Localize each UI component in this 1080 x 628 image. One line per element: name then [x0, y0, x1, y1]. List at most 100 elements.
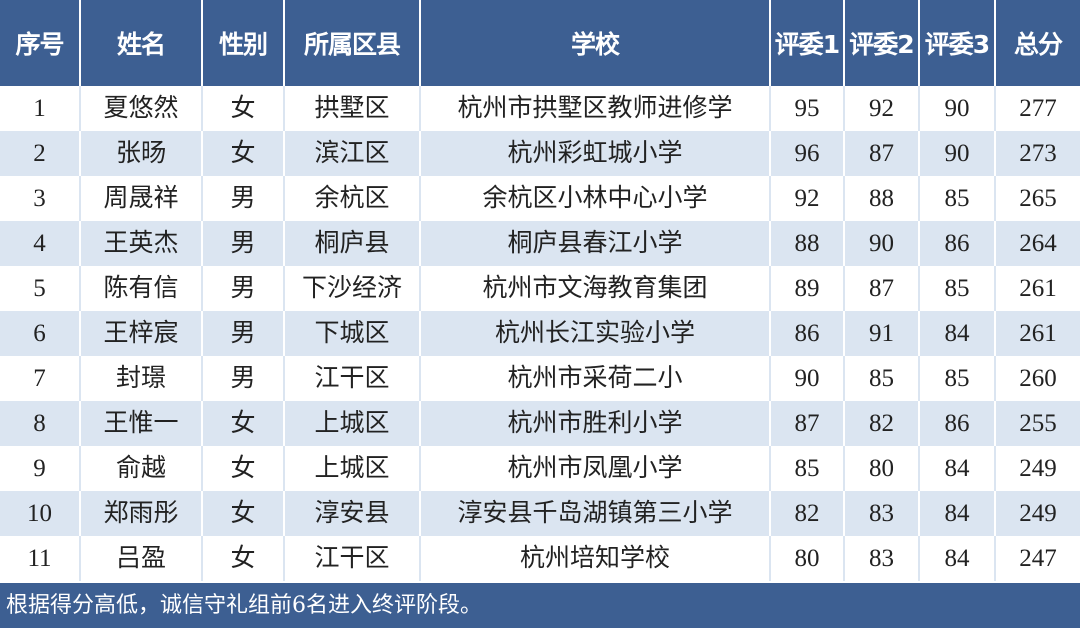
table-cell: 88	[844, 176, 920, 221]
table-cell: 80	[770, 536, 845, 581]
footer-note: 根据得分高低，诚信守礼组前6名进入终评阶段。	[0, 583, 1080, 628]
table-cell: 84	[919, 536, 996, 581]
table-cell: 下城区	[284, 311, 421, 356]
table-cell: 82	[844, 401, 920, 446]
table-cell: 俞越	[80, 446, 203, 491]
table-row: 9 俞越女上城区 杭州市凤凰小学 85 80 84 249	[0, 446, 1080, 491]
table-cell: 1	[0, 86, 81, 131]
header-cell: 总分	[995, 0, 1080, 86]
table-cell: 86	[919, 221, 996, 266]
table-cell: 2	[0, 131, 81, 176]
table-cell: 90	[919, 131, 996, 176]
table-cell: 9	[0, 446, 81, 491]
table-row: 1 夏悠然女拱墅区 杭州市拱墅区教师进修学 95 92 90 277	[0, 86, 1080, 131]
table-cell: 余杭区	[284, 176, 421, 221]
table-cell: 女	[202, 131, 285, 176]
table-body: 1 夏悠然女拱墅区 杭州市拱墅区教师进修学 95 92 90 277 2 张旸女滨江区 杭州彩虹城…	[0, 86, 1080, 581]
header-cell: 所属区县	[284, 0, 421, 86]
table-cell: 余杭区小林中心小学	[420, 176, 771, 221]
table-cell: 张旸	[80, 131, 203, 176]
table-cell: 260	[995, 356, 1080, 401]
table-cell: 女	[202, 491, 285, 536]
table-row: 6 王梓宸男下城区 杭州长江实验小学 86 91 84 261	[0, 311, 1080, 356]
table-cell: 90	[770, 356, 845, 401]
table-cell: 261	[995, 266, 1080, 311]
header-row: 序号 姓名 性别 所属区县 学校 评委1 评委2 评委3 总分	[0, 0, 1080, 86]
table-row: 2 张旸女滨江区 杭州彩虹城小学 96 87 90 273	[0, 131, 1080, 176]
table-cell: 夏悠然	[80, 86, 203, 131]
table-cell: 桐庐县	[284, 221, 421, 266]
table-cell: 87	[844, 266, 920, 311]
table-cell: 83	[844, 491, 920, 536]
table-cell: 滨江区	[284, 131, 421, 176]
table-cell: 男	[202, 356, 285, 401]
table-cell: 6	[0, 311, 81, 356]
header-cell: 评委2	[844, 0, 920, 86]
table-cell: 女	[202, 536, 285, 581]
table-cell: 杭州市胜利小学	[420, 401, 771, 446]
table-cell: 下沙经济	[284, 266, 421, 311]
table-cell: 85	[919, 356, 996, 401]
table-cell: 7	[0, 356, 81, 401]
table-cell: 8	[0, 401, 81, 446]
table-cell: 86	[919, 401, 996, 446]
table-row: 5 陈有信男下沙经济 杭州市文海教育集团 89 87 85 261	[0, 266, 1080, 311]
table-cell: 陈有信	[80, 266, 203, 311]
table-cell: 杭州长江实验小学	[420, 311, 771, 356]
header-cell: 性别	[202, 0, 285, 86]
table-row: 11 吕盈女江干区 杭州培知学校 80 83 84 247	[0, 536, 1080, 581]
table-cell: 87	[770, 401, 845, 446]
header-cell: 评委1	[770, 0, 845, 86]
table-cell: 84	[919, 446, 996, 491]
table-row: 7 封璟男江干区 杭州市采荷二小 90 85 85 260	[0, 356, 1080, 401]
table-cell: 上城区	[284, 446, 421, 491]
table-cell: 80	[844, 446, 920, 491]
table-cell: 女	[202, 401, 285, 446]
table-cell: 85	[844, 356, 920, 401]
table-cell: 女	[202, 446, 285, 491]
table-cell: 261	[995, 311, 1080, 356]
table-cell: 郑雨彤	[80, 491, 203, 536]
table-cell: 84	[919, 311, 996, 356]
table-cell: 杭州市凤凰小学	[420, 446, 771, 491]
table-cell: 周晟祥	[80, 176, 203, 221]
table-cell: 247	[995, 536, 1080, 581]
table-cell: 92	[844, 86, 920, 131]
header-cell: 评委3	[919, 0, 996, 86]
table-cell: 杭州培知学校	[420, 536, 771, 581]
header-cell: 序号	[0, 0, 81, 86]
header-cell: 学校	[420, 0, 771, 86]
table-cell: 265	[995, 176, 1080, 221]
table-cell: 11	[0, 536, 81, 581]
table-cell: 88	[770, 221, 845, 266]
table-cell: 82	[770, 491, 845, 536]
table-cell: 桐庐县春江小学	[420, 221, 771, 266]
table-cell: 王惟一	[80, 401, 203, 446]
table-cell: 封璟	[80, 356, 203, 401]
table-cell: 吕盈	[80, 536, 203, 581]
header-cell: 姓名	[80, 0, 203, 86]
table-row: 3 周晟祥男余杭区 余杭区小林中心小学 92 88 85 265	[0, 176, 1080, 221]
table-cell: 83	[844, 536, 920, 581]
table-cell: 90	[844, 221, 920, 266]
table-cell: 249	[995, 446, 1080, 491]
table-cell: 255	[995, 401, 1080, 446]
score-table: 序号 姓名 性别 所属区县 学校 评委1 评委2 评委3 总分 1 夏悠然女拱墅区 杭州市拱墅区教师…	[0, 0, 1080, 581]
table-cell: 王英杰	[80, 221, 203, 266]
table-row: 8 王惟一女上城区 杭州市胜利小学 87 82 86 255	[0, 401, 1080, 446]
table-cell: 男	[202, 266, 285, 311]
table-cell: 96	[770, 131, 845, 176]
table-cell: 95	[770, 86, 845, 131]
table-cell: 249	[995, 491, 1080, 536]
table-cell: 4	[0, 221, 81, 266]
table-cell: 男	[202, 311, 285, 356]
table-cell: 杭州市采荷二小	[420, 356, 771, 401]
table-cell: 85	[770, 446, 845, 491]
table-cell: 91	[844, 311, 920, 356]
table-cell: 王梓宸	[80, 311, 203, 356]
table-cell: 杭州市文海教育集团	[420, 266, 771, 311]
table-cell: 87	[844, 131, 920, 176]
table-cell: 女	[202, 86, 285, 131]
table-cell: 92	[770, 176, 845, 221]
table-cell: 90	[919, 86, 996, 131]
